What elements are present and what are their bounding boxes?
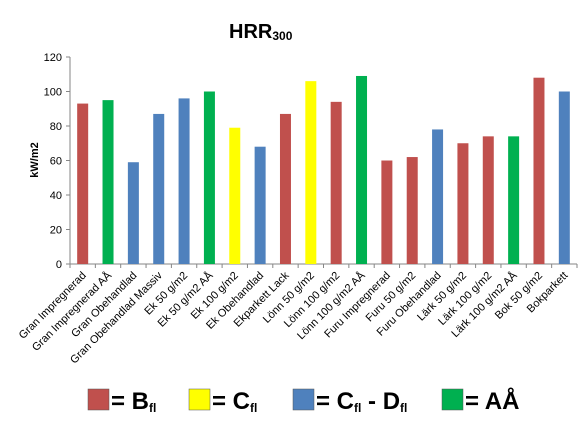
bar xyxy=(254,146,266,264)
legend-item: = Bfl xyxy=(87,388,156,415)
legend-label: = Bfl xyxy=(111,388,156,415)
y-tick-label: 100 xyxy=(44,87,62,99)
chart-title-main: HRR xyxy=(229,21,273,43)
chart-title: HRR300 xyxy=(229,21,293,43)
bar xyxy=(153,113,165,264)
bar xyxy=(482,136,494,264)
bar xyxy=(77,103,89,264)
legend-swatch xyxy=(87,388,110,411)
bar xyxy=(406,157,418,264)
chart-title-subscript: 300 xyxy=(272,29,292,43)
bar xyxy=(432,129,444,264)
bar xyxy=(178,98,190,265)
x-axis xyxy=(69,263,578,268)
legend-item: = AÅ xyxy=(441,387,519,415)
bar xyxy=(203,91,215,264)
bar xyxy=(229,127,241,264)
bar xyxy=(279,113,291,264)
bar xyxy=(305,81,317,265)
bar xyxy=(457,143,469,264)
bars xyxy=(77,75,570,265)
legend-label: = Cfl xyxy=(212,388,257,415)
y-tick-label: 60 xyxy=(50,156,62,168)
y-axis: 0 20 40 60 80 100 120 xyxy=(44,52,71,271)
bar xyxy=(533,77,545,264)
bar xyxy=(508,136,520,264)
legend-item: = Cfl xyxy=(188,388,257,415)
y-tick-label: 0 xyxy=(56,259,62,271)
bar xyxy=(330,101,342,264)
y-tick-label: 120 xyxy=(44,52,62,64)
legend-item: = Cfl - Dfl xyxy=(292,388,407,415)
legend-label: = AÅ xyxy=(465,387,519,415)
y-tick-label: 40 xyxy=(50,190,62,202)
legend-swatch xyxy=(292,388,315,411)
bar xyxy=(356,75,368,264)
legend-swatch xyxy=(188,388,211,411)
legend-label: = Cfl - Dfl xyxy=(316,388,407,415)
legend: = Bfl = Cfl = Cfl - Dfl = AÅ xyxy=(87,387,519,415)
legend-swatch xyxy=(441,388,464,411)
bar xyxy=(558,91,570,264)
bar xyxy=(381,160,393,264)
y-tick-label: 20 xyxy=(50,225,62,237)
bar xyxy=(127,162,139,264)
y-axis-label: kW/m2 xyxy=(29,142,41,177)
y-tick-label: 80 xyxy=(50,121,62,133)
bar xyxy=(102,100,114,264)
